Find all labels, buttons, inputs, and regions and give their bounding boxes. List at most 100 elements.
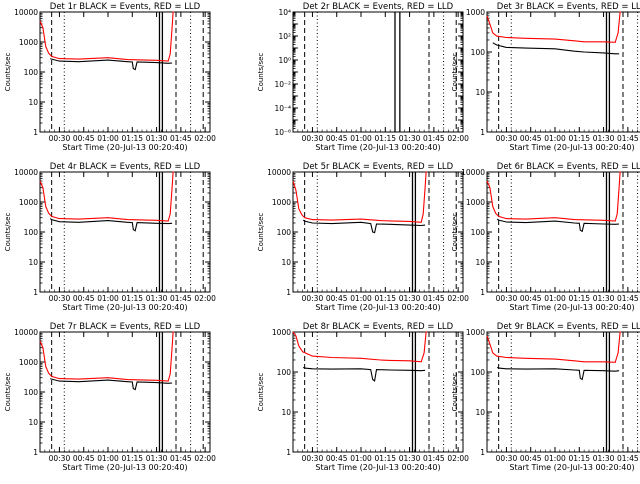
x-axis-label: Start Time (20-Jul-13 00:20:40) (509, 463, 634, 472)
x-tick-label: 02:00 (447, 134, 469, 143)
y-tick-label: 10 (28, 258, 38, 267)
y-tick-label: 1000 (466, 198, 485, 207)
series-line-events (496, 366, 620, 381)
y-tick-label: 10 (281, 408, 291, 417)
y-tick-label: 1 (33, 288, 38, 297)
y-tick-label: 10² (278, 32, 291, 41)
y-tick-label: 1 (286, 448, 291, 457)
y-tick-label: 1000 (19, 38, 38, 47)
plot-frame (39, 11, 211, 133)
y-tick-label: 1000 (466, 328, 485, 337)
panel-title: Det 7r BLACK = Events, RED = LLD (50, 322, 201, 332)
y-tick-label: 1 (286, 288, 291, 297)
x-tick-label: 01:00 (544, 134, 566, 143)
x-tick-label: 00:30 (496, 454, 518, 463)
x-tick-label: 00:30 (49, 134, 71, 143)
x-tick-label: 01:30 (399, 454, 421, 463)
x-tick-label: 01:15 (121, 294, 143, 303)
x-tick-label: 01:15 (568, 294, 590, 303)
panel-7: Det 7r BLACK = Events, RED = LLD 1 10 100 10… (4, 322, 216, 472)
series-line-lld (39, 171, 175, 222)
panel-5: Det 5r BLACK = Events, RED = LLD 1 10 100 10… (257, 162, 469, 312)
x-axis-label: Start Time (20-Jul-13 00:20:40) (62, 303, 187, 312)
panel-title: Det 4r BLACK = Events, RED = LLD (50, 162, 201, 172)
x-tick-label: 00:30 (49, 454, 71, 463)
y-axis-label: Counts/sec (4, 213, 12, 252)
y-tick-label: 1000 (272, 198, 291, 207)
y-axis-label: Counts/sec (257, 373, 265, 412)
x-tick-label: 00:45 (73, 294, 95, 303)
y-axis-label: Counts/sec (257, 213, 265, 252)
plot-frame (486, 171, 640, 293)
x-tick-label: 01:45 (617, 134, 639, 143)
x-tick-label: 00:45 (73, 454, 95, 463)
x-tick-label: 01:30 (146, 454, 168, 463)
y-tick-label: 10⁰ (278, 56, 291, 65)
plot-frame (292, 11, 464, 133)
y-tick-label: 10⁻² (274, 80, 291, 89)
x-tick-label: 00:30 (496, 134, 518, 143)
panel-title: Det 9r BLACK = Events, RED = LLD (497, 322, 640, 332)
y-tick-label: 100 (24, 388, 39, 397)
x-tick-label: 01:00 (544, 294, 566, 303)
y-tick-label: 10⁻⁴ (274, 104, 291, 113)
x-tick-label: 01:30 (146, 134, 168, 143)
x-axis-label: Start Time (20-Jul-13 00:20:40) (62, 463, 187, 472)
panel-8: Det 8r BLACK = Events, RED = LLD 1 10 100 10… (257, 322, 469, 472)
plot-frame (292, 331, 464, 453)
x-axis-label: Start Time (20-Jul-13 00:20:40) (62, 143, 187, 152)
y-tick-label: 100 (24, 228, 39, 237)
x-tick-label: 01:30 (399, 294, 421, 303)
plot-frame (39, 331, 211, 453)
x-tick-label: 01:45 (423, 294, 445, 303)
series-line-events (50, 58, 173, 71)
x-tick-label: 02:00 (194, 294, 216, 303)
x-tick-label: 00:30 (49, 294, 71, 303)
x-tick-label: 02:00 (447, 294, 469, 303)
y-axis-label: Counts/sec (257, 53, 265, 92)
x-tick-label: 02:00 (194, 134, 216, 143)
plot-frame (39, 171, 211, 293)
x-tick-label: 01:15 (374, 454, 396, 463)
panel-9: Det 9r BLACK = Events, RED = LLD 1 10 100 10… (451, 322, 640, 472)
panel-1: Det 1r BLACK = Events, RED = LLD 1 10 100 10… (4, 2, 216, 152)
x-tick-label: 00:30 (302, 454, 324, 463)
series-line-events (49, 218, 173, 232)
series-line-lld (292, 171, 428, 223)
y-axis-label: Counts/sec (4, 373, 12, 412)
series-line-lld (292, 331, 428, 363)
x-tick-label: 01:00 (97, 454, 119, 463)
x-tick-label: 02:00 (194, 454, 216, 463)
y-tick-label: 10 (475, 88, 485, 97)
x-tick-label: 01:30 (593, 134, 615, 143)
x-tick-label: 01:15 (374, 134, 396, 143)
y-axis-label: Counts/sec (451, 373, 459, 412)
y-tick-label: 10 (475, 408, 485, 417)
x-tick-label: 01:45 (423, 454, 445, 463)
x-tick-label: 01:30 (399, 134, 421, 143)
y-tick-label: 10000 (14, 168, 38, 177)
series-line-events (302, 366, 426, 382)
panel-title: Det 3r BLACK = Events, RED = LLD (497, 2, 640, 12)
series-line-lld (39, 331, 175, 382)
y-tick-label: 10000 (14, 328, 38, 337)
series-line-lld (39, 11, 175, 62)
x-axis-label: Start Time (20-Jul-13 00:20:40) (315, 303, 440, 312)
series-line-lld (486, 11, 622, 43)
x-tick-label: 01:45 (617, 454, 639, 463)
y-tick-label: 1 (33, 128, 38, 137)
series-line-lld (486, 171, 622, 222)
series-line-events (302, 219, 426, 234)
y-tick-label: 10⁴ (278, 8, 291, 17)
x-tick-label: 01:00 (544, 454, 566, 463)
x-tick-label: 01:00 (350, 134, 372, 143)
y-tick-label: 1000 (19, 358, 38, 367)
x-tick-label: 01:00 (97, 294, 119, 303)
y-tick-label: 1 (480, 448, 485, 457)
y-tick-label: 10⁻⁶ (274, 128, 291, 137)
x-axis-label: Start Time (20-Jul-13 00:20:40) (315, 463, 440, 472)
x-tick-label: 00:45 (326, 294, 348, 303)
y-axis-label: Counts/sec (451, 213, 459, 252)
x-tick-label: 00:45 (520, 454, 542, 463)
panel-2: Det 2r BLACK = Events, RED = LLD 10⁻⁶ 10⁻⁴… (257, 2, 469, 152)
